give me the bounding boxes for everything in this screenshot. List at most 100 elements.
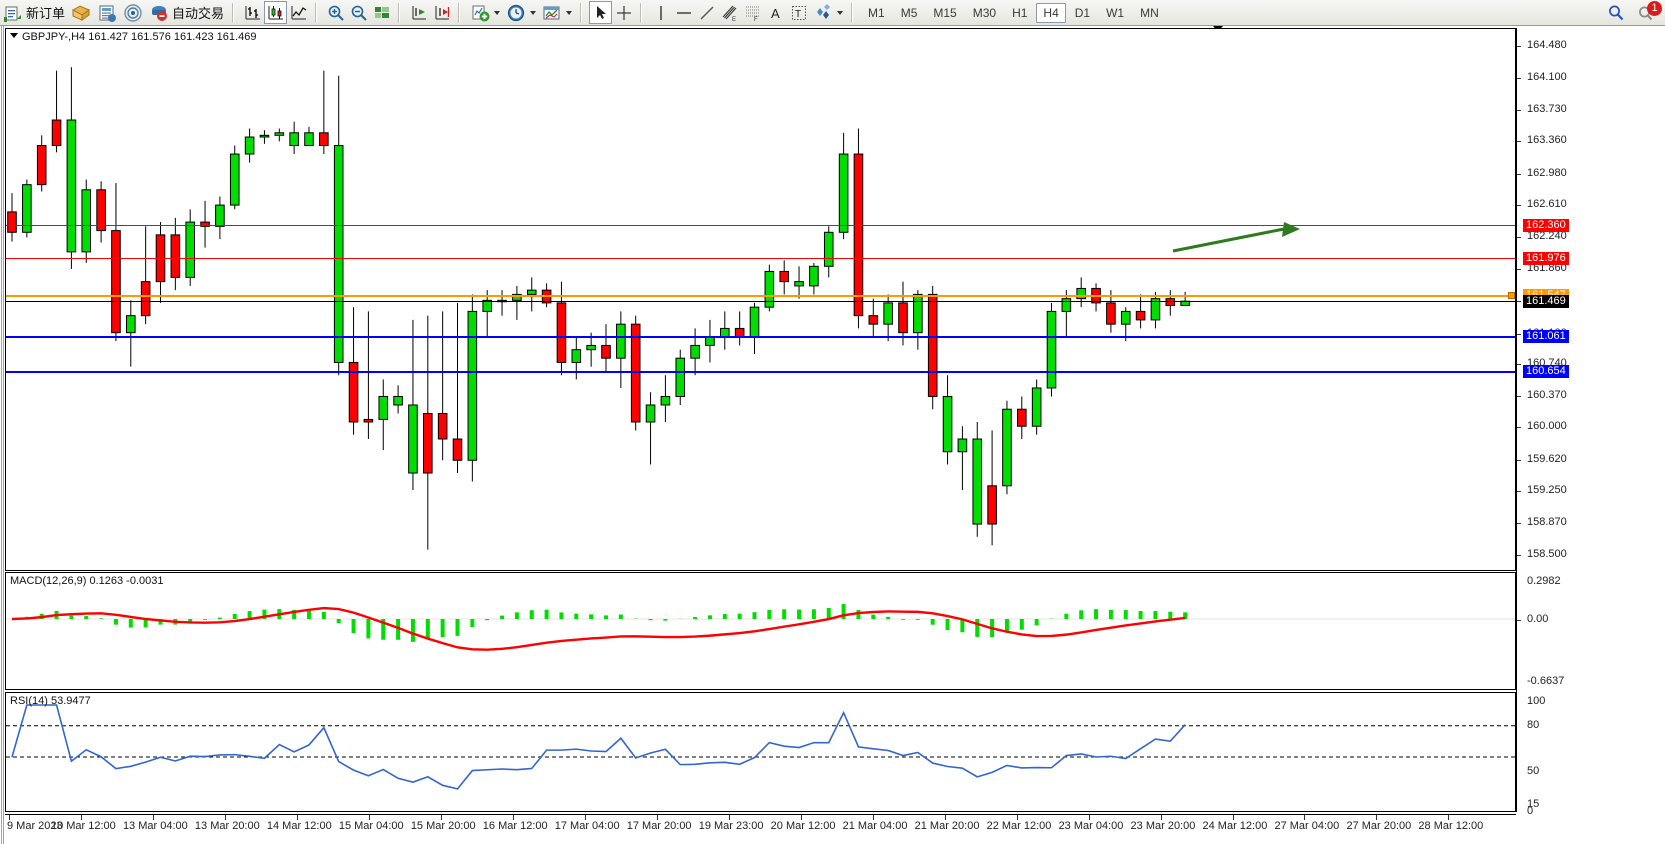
period-clock-icon (506, 3, 526, 23)
candle (363, 418, 374, 423)
price-tag-support-1[interactable]: 161.061 (1523, 329, 1569, 343)
level-line-support-1[interactable] (6, 335, 1515, 338)
candle (7, 211, 17, 233)
bar-chart-icon (244, 5, 260, 20)
time-scale[interactable]: 9 Mar 2023 10 Mar 12:00 13 Mar 04:00 13 Mar… (5, 814, 1516, 842)
svg-text:E: E (732, 17, 736, 22)
crosshair-button[interactable] (612, 1, 635, 24)
timeframe-m1-button[interactable]: M1 (868, 5, 885, 20)
candle (1002, 408, 1012, 487)
time-tick-label: 21 Mar 04:00 (842, 820, 908, 832)
equidistant-channel-button[interactable]: E (718, 1, 741, 24)
price-tag-resistance-1[interactable]: 161.976 (1523, 252, 1569, 266)
zoom-in-button[interactable] (324, 1, 347, 24)
timeframe-d1-button[interactable]: D1 (1074, 5, 1091, 20)
templates-button[interactable] (539, 1, 575, 25)
price-candles (7, 67, 1190, 550)
candle (1135, 310, 1146, 321)
timeframe-w1-button[interactable]: W1 (1106, 5, 1125, 20)
level-line-resistance-1[interactable] (6, 258, 1515, 260)
vertical-line-button[interactable] (649, 1, 672, 24)
timeframe-mn-button[interactable]: MN (1140, 5, 1159, 20)
new-order-button[interactable]: 新订单 (0, 1, 68, 25)
time-tick-label: 23 Mar 04:00 (1058, 820, 1124, 832)
timeframe-h4-button[interactable]: H4 (1036, 2, 1066, 23)
crosshair-icon (616, 5, 631, 20)
alerts-button[interactable]: 1 (1633, 0, 1662, 25)
candle (660, 395, 671, 406)
equidistant-channel-icon: E (722, 5, 736, 22)
price-tick-mark (1517, 301, 1521, 303)
search-icon (1606, 3, 1626, 23)
price-tick-mark (1517, 523, 1521, 525)
rsi-pane[interactable]: RSI(14) 53.9477 (5, 692, 1516, 812)
signal-button[interactable] (120, 1, 146, 25)
chevron-down-icon-4[interactable] (837, 10, 844, 15)
news-button[interactable] (94, 1, 120, 25)
time-tick-label: 16 Mar 12:00 (482, 820, 548, 832)
level-line-support-2[interactable] (6, 370, 1515, 373)
rsi-plot (6, 704, 1515, 790)
svg-text:F: F (754, 17, 758, 22)
timeframe-m30-button[interactable]: M30 (972, 5, 997, 20)
macd-pane[interactable]: MACD(12,26,9) 0.1263 -0.0031 (5, 572, 1516, 690)
level-line-pivot[interactable] (6, 294, 1515, 297)
price-tag-support-2[interactable]: 160.654 (1523, 364, 1569, 378)
timeframe-m5-button[interactable]: M5 (900, 5, 918, 20)
candle (66, 119, 77, 253)
shapes-button[interactable] (810, 1, 846, 25)
candle (690, 344, 700, 359)
alert-badge: 1 (1647, 0, 1662, 16)
add-indicator-button[interactable] (467, 1, 503, 25)
horizontal-line-button[interactable] (672, 1, 695, 24)
chart-shift-button[interactable] (407, 1, 430, 24)
price-tick-mark (1517, 554, 1521, 556)
price-tick-label: 159.620 (1527, 452, 1567, 465)
price-tick-mark (1517, 395, 1521, 397)
profile-button[interactable] (68, 1, 94, 25)
line-chart-button[interactable] (287, 1, 310, 24)
search-button[interactable] (1603, 1, 1629, 25)
window-drag-rail[interactable] (0, 26, 5, 844)
text-button[interactable]: A (764, 1, 787, 24)
zoom-out-button[interactable] (347, 1, 370, 24)
bar-chart-button[interactable] (241, 1, 264, 24)
candle (274, 132, 285, 136)
macd-tick-mark (1517, 620, 1521, 621)
level-line-bid-price[interactable] (6, 301, 1515, 303)
chevron-down-icon-2[interactable] (530, 10, 537, 15)
cursor-button[interactable] (589, 1, 613, 24)
news-icon (97, 3, 117, 23)
candle (749, 306, 760, 338)
time-tick-mark (9, 815, 10, 820)
candle (645, 404, 656, 423)
auto-scroll-button[interactable] (430, 1, 453, 24)
chart-workspace: GBPJPY-,H4 161.427 161.576 161.423 161.4… (0, 26, 1665, 844)
collapse-triangle-icon[interactable] (10, 33, 18, 38)
timeframe-h1-button[interactable]: H1 (1012, 5, 1028, 20)
chevron-down-icon[interactable] (494, 10, 501, 15)
period-button[interactable] (503, 1, 539, 25)
candle (1106, 302, 1116, 325)
auto-trading-button[interactable]: 自动交易 (146, 1, 227, 25)
price-tag-resistance-2[interactable]: 162.360 (1523, 219, 1569, 233)
price-tick-mark (1517, 364, 1521, 366)
chevron-down-icon-3[interactable] (566, 10, 573, 15)
trendline-button[interactable] (695, 1, 718, 24)
timeframe-m15-button[interactable]: M15 (933, 5, 957, 20)
tile-windows-button[interactable] (370, 1, 393, 24)
price-tick-mark (1517, 173, 1521, 175)
new-order-label: 新订单 (26, 6, 66, 21)
pivot-line-handle[interactable] (1508, 291, 1515, 299)
price-tag-bid-price[interactable]: 161.469 (1523, 295, 1569, 309)
text-label-button[interactable]: T (787, 1, 810, 24)
price-scale[interactable]: 164.480 164.100 163.730 163.360 162.980 162.6… (1516, 28, 1665, 817)
price-pane[interactable]: GBPJPY-,H4 161.427 161.576 161.423 161.4… (5, 28, 1516, 571)
fibonacci-button[interactable]: F (741, 1, 764, 24)
time-tick-label: 17 Mar 04:00 (554, 820, 620, 832)
signal-icon (123, 3, 143, 23)
symbol-ohlc-label: GBPJPY-,H4 161.427 161.576 161.423 161.4… (22, 31, 257, 43)
candlestick-chart-button[interactable] (264, 1, 288, 24)
level-line-resistance-2[interactable] (6, 225, 1515, 227)
candle (942, 395, 953, 453)
